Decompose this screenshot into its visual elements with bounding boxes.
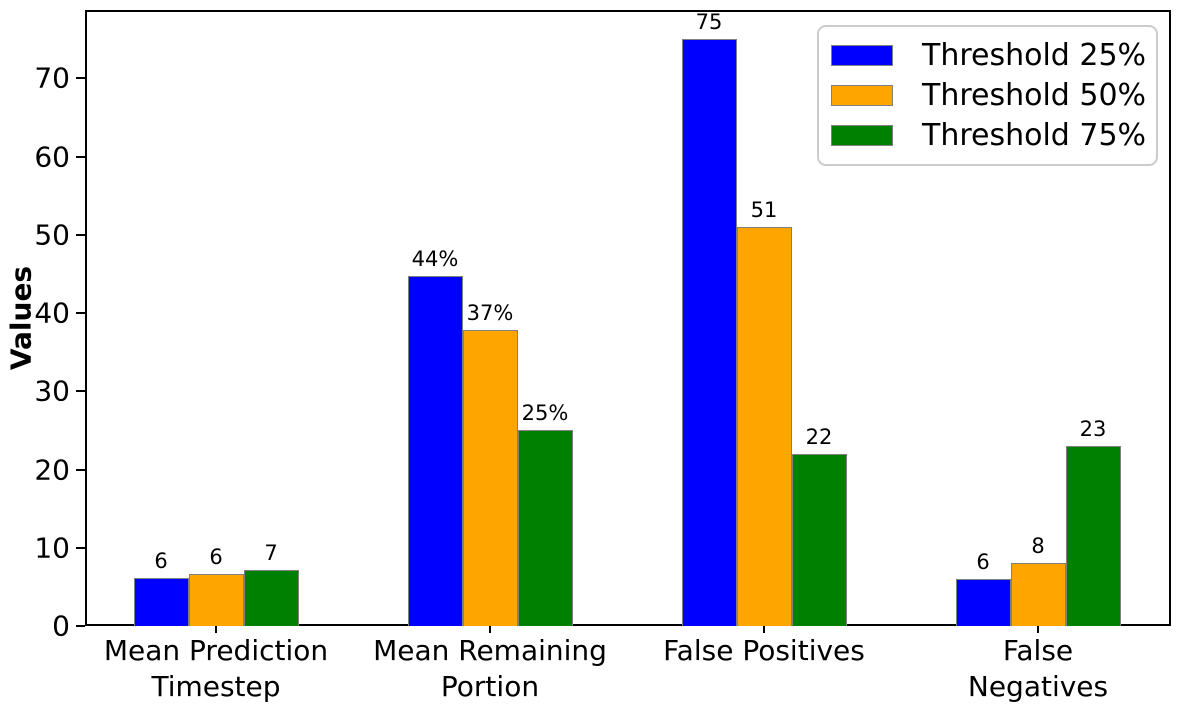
x-category-label: False Negatives: [967, 634, 1109, 703]
bar: [243, 570, 299, 626]
x-category-label: Mean Prediction Timestep: [103, 634, 329, 703]
bar-value-label: 6: [154, 549, 168, 574]
bar-value-label: 8: [1031, 534, 1045, 559]
y-tick-label: 70: [34, 61, 70, 95]
y-tick-mark: [76, 233, 85, 236]
bar: [133, 578, 189, 626]
y-tick-label: 40: [34, 296, 70, 330]
x-category-label: False Positives: [663, 634, 865, 667]
y-tick-mark: [76, 390, 85, 393]
x-category-label: Mean Remaining Portion: [373, 634, 607, 703]
legend-label: Threshold 75%: [922, 118, 1147, 154]
y-tick-label: 10: [34, 531, 70, 565]
y-tick-label: 30: [34, 374, 70, 408]
legend-swatch: [831, 44, 893, 66]
bar-value-label: 25%: [521, 400, 569, 425]
legend-item: Threshold 50%: [831, 78, 1146, 113]
legend-swatch: [831, 125, 893, 147]
legend-label: Threshold 25%: [922, 37, 1147, 73]
x-tick-mark: [489, 626, 491, 633]
y-tick-mark: [76, 546, 85, 549]
bar: [791, 453, 847, 626]
y-tick-mark: [76, 155, 85, 158]
bar-value-label: 37%: [466, 300, 514, 325]
bar-value-label: 7: [264, 541, 278, 566]
y-tick-mark: [76, 77, 85, 80]
bar: [681, 39, 737, 626]
y-tick-label: 0: [52, 609, 70, 643]
y-tick-label: 20: [34, 453, 70, 487]
y-tick-mark: [76, 312, 85, 315]
bar: [517, 429, 573, 626]
legend-item: Threshold 75%: [831, 118, 1146, 153]
y-tick-mark: [76, 468, 85, 471]
legend: Threshold 25% Threshold 50% Threshold 75%: [817, 25, 1158, 166]
y-tick-mark: [76, 625, 85, 627]
bar-value-label: 44%: [411, 246, 459, 271]
bar-value-label: 6: [209, 544, 223, 569]
bar: [407, 275, 463, 626]
bar-value-label: 51: [750, 198, 778, 223]
bar: [188, 573, 244, 626]
y-tick-label: 50: [34, 218, 70, 252]
bar-value-label: 6: [976, 550, 990, 575]
bars-layer: 6 6 7 44% 37% 25% 75 51 22 6 8 23: [85, 10, 1171, 626]
bar-value-label: 75: [695, 10, 723, 35]
x-tick-mark: [763, 626, 765, 633]
bar: [955, 579, 1011, 626]
y-tick-label: 60: [34, 140, 70, 174]
legend-swatch: [831, 84, 893, 106]
bar: [736, 227, 792, 626]
bar-value-label: 23: [1079, 417, 1107, 442]
bar: [462, 329, 518, 626]
bar: [1065, 446, 1121, 626]
x-tick-mark: [1037, 626, 1039, 633]
bar-value-label: 22: [805, 424, 833, 449]
legend-item: Threshold 25%: [831, 38, 1146, 73]
legend-label: Threshold 50%: [922, 77, 1147, 113]
bar: [1010, 563, 1066, 626]
x-tick-mark: [215, 626, 217, 633]
